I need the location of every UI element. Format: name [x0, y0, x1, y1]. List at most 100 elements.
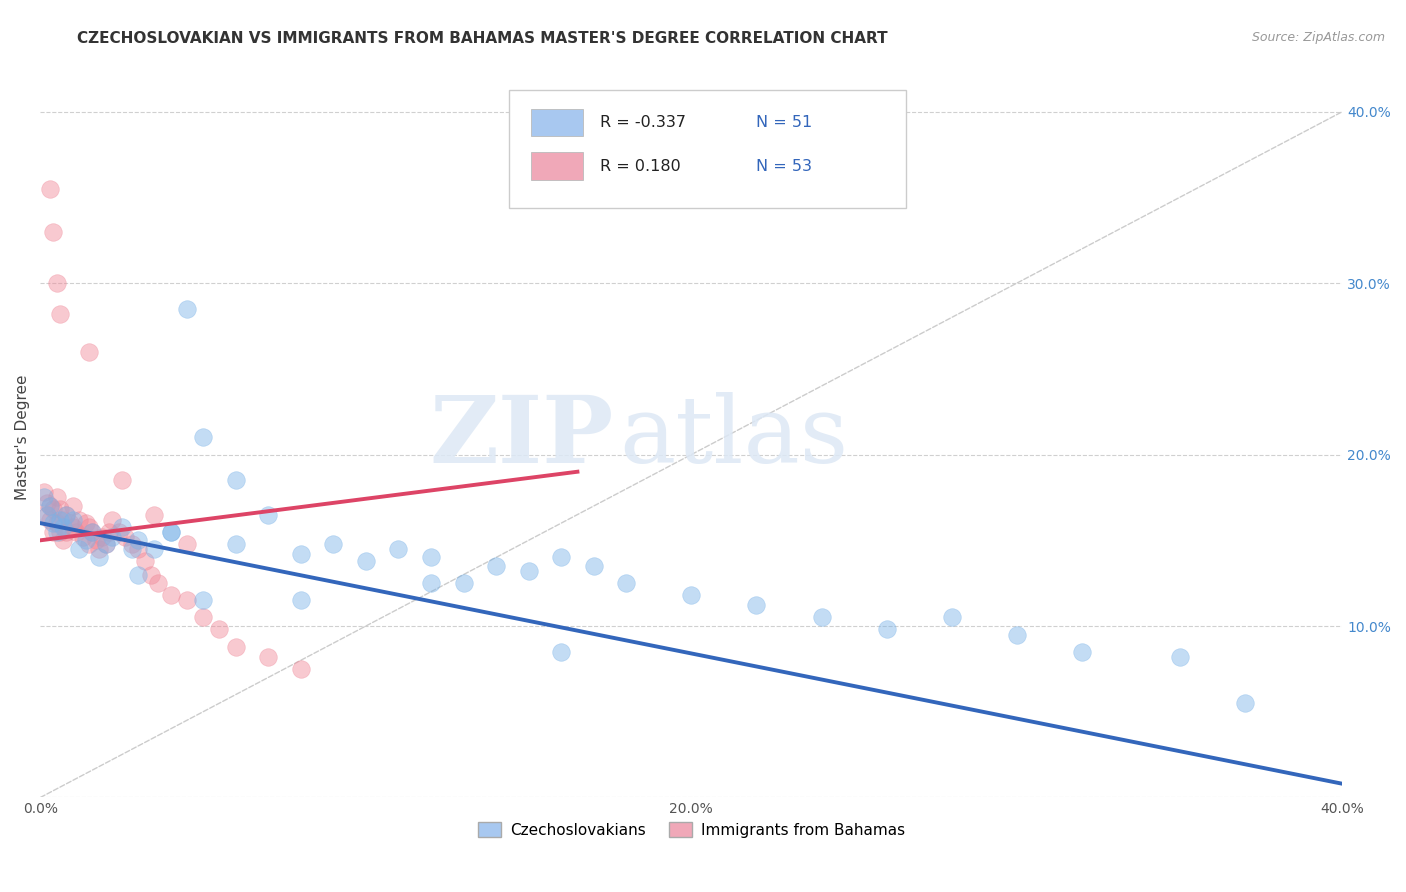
Point — [208, 623, 231, 637]
Point — [87, 541, 110, 556]
Point — [72, 530, 94, 544]
Point — [225, 640, 247, 654]
Point — [82, 524, 104, 539]
Point — [876, 623, 898, 637]
Point — [290, 593, 312, 607]
Point — [49, 513, 72, 527]
Point — [39, 499, 62, 513]
Point — [94, 537, 117, 551]
Point — [810, 610, 832, 624]
Point — [354, 554, 377, 568]
Point — [1233, 696, 1256, 710]
Point — [59, 516, 82, 530]
Point — [87, 550, 110, 565]
Point — [55, 508, 77, 522]
Text: ZIP: ZIP — [429, 392, 613, 483]
Point — [143, 541, 166, 556]
Point — [420, 576, 443, 591]
Point — [485, 559, 508, 574]
Point — [550, 550, 572, 565]
Point — [82, 524, 104, 539]
Point — [146, 576, 169, 591]
Point — [52, 533, 75, 548]
Point — [49, 307, 72, 321]
Point — [745, 599, 768, 613]
Point — [290, 662, 312, 676]
Point — [582, 559, 605, 574]
Point — [176, 537, 198, 551]
Text: Source: ZipAtlas.com: Source: ZipAtlas.com — [1251, 31, 1385, 45]
Point — [42, 524, 65, 539]
Point — [49, 524, 72, 539]
FancyBboxPatch shape — [531, 153, 583, 179]
Point — [32, 491, 55, 505]
Point — [35, 508, 58, 522]
Point — [77, 537, 100, 551]
Point — [77, 519, 100, 533]
Point — [84, 533, 107, 548]
Point — [32, 485, 55, 500]
Point — [45, 276, 67, 290]
Point — [107, 524, 129, 539]
Point — [42, 225, 65, 239]
Point — [176, 593, 198, 607]
Point — [143, 508, 166, 522]
Point — [225, 473, 247, 487]
Point — [159, 524, 181, 539]
Text: R = 0.180: R = 0.180 — [600, 159, 681, 174]
Point — [97, 524, 120, 539]
Point — [35, 495, 58, 509]
Text: CZECHOSLOVAKIAN VS IMMIGRANTS FROM BAHAMAS MASTER'S DEGREE CORRELATION CHART: CZECHOSLOVAKIAN VS IMMIGRANTS FROM BAHAM… — [77, 31, 889, 46]
Point — [65, 524, 87, 539]
Point — [1168, 649, 1191, 664]
Text: N = 53: N = 53 — [756, 159, 813, 174]
Point — [55, 524, 77, 539]
Point — [101, 513, 124, 527]
Point — [69, 541, 91, 556]
Point — [453, 576, 475, 591]
Point — [114, 530, 136, 544]
Point — [75, 533, 97, 548]
Point — [45, 516, 67, 530]
Point — [517, 564, 540, 578]
Point — [94, 537, 117, 551]
Point — [39, 513, 62, 527]
Point — [159, 524, 181, 539]
Point — [101, 530, 124, 544]
FancyBboxPatch shape — [531, 109, 583, 136]
Point — [139, 567, 162, 582]
Point — [176, 301, 198, 316]
Point — [45, 491, 67, 505]
Point — [614, 576, 637, 591]
Point — [159, 588, 181, 602]
Point — [191, 430, 214, 444]
Point — [257, 508, 280, 522]
Point — [62, 499, 84, 513]
Point — [55, 508, 77, 522]
Point — [322, 537, 344, 551]
Point — [69, 513, 91, 527]
Text: atlas: atlas — [620, 392, 849, 483]
Point — [121, 537, 143, 551]
Point — [62, 513, 84, 527]
FancyBboxPatch shape — [509, 90, 905, 209]
Point — [111, 473, 134, 487]
Point — [42, 516, 65, 530]
Point — [62, 519, 84, 533]
Point — [127, 541, 149, 556]
Point — [420, 550, 443, 565]
Point — [387, 541, 409, 556]
Point — [42, 502, 65, 516]
Legend: Czechoslovakians, Immigrants from Bahamas: Czechoslovakians, Immigrants from Bahama… — [472, 815, 911, 844]
Point — [39, 182, 62, 196]
Point — [52, 519, 75, 533]
Point — [550, 645, 572, 659]
Point — [121, 541, 143, 556]
Text: R = -0.337: R = -0.337 — [600, 115, 686, 130]
Point — [1005, 627, 1028, 641]
Point — [941, 610, 963, 624]
Point — [127, 533, 149, 548]
Point — [75, 516, 97, 530]
Point — [290, 547, 312, 561]
Y-axis label: Master's Degree: Master's Degree — [15, 375, 30, 500]
